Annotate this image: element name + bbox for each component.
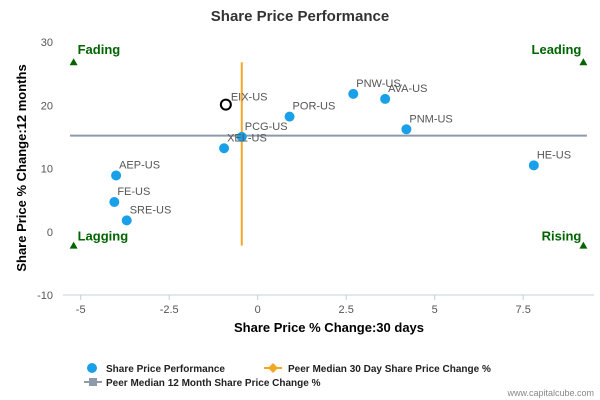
point-label: AVA-US — [388, 83, 427, 95]
scatter-point — [528, 160, 539, 171]
point-label: POR-US — [293, 101, 336, 113]
chart-title: Share Price Performance — [211, 8, 389, 25]
x-tick-label: -2.5 — [160, 304, 179, 316]
point-label: XEL-US — [227, 132, 267, 144]
plot-area: -5 -2.5 0 2.5 5 7.5 -10 0 10 20 30 Fading Leading Lag… — [37, 37, 594, 316]
scatter-point — [380, 93, 391, 104]
y-tick-label: 30 — [41, 37, 53, 49]
point-label: PCG-US — [245, 121, 288, 133]
quadrant-marker-leading — [579, 58, 588, 66]
legend: Share Price Performance Peer Median 30 D… — [84, 363, 491, 389]
point-label: FE-US — [117, 186, 150, 198]
legend-item-median-30d[interactable]: Peer Median 30 Day Share Price Change % — [264, 363, 491, 375]
credit-text: www.capitalcube.com — [506, 388, 594, 398]
y-axis-title: Share Price % Change:12 months — [14, 64, 29, 271]
x-axis-title: Share Price % Change:30 days — [234, 320, 424, 335]
scatter-point — [401, 124, 412, 135]
x-tick-label: 2.5 — [339, 304, 354, 316]
scatter-point — [348, 88, 359, 99]
y-tick-label: 10 — [41, 164, 53, 176]
legend-label-median-30d: Peer Median 30 Day Share Price Change % — [288, 364, 491, 375]
scatter-point — [236, 131, 247, 142]
legend-label-scatter: Share Price Performance — [106, 364, 225, 375]
legend-label-median-12m: Peer Median 12 Month Share Price Change … — [106, 378, 321, 389]
x-tick-label: 7.5 — [516, 304, 531, 316]
scatter-point — [284, 111, 295, 122]
legend-marker-median-12m — [89, 378, 97, 386]
quadrant-label-leading: Leading — [532, 42, 582, 57]
quadrant-marker-lagging — [69, 241, 78, 249]
point-label: PNM-US — [409, 113, 452, 125]
quadrant-label-fading: Fading — [78, 42, 121, 57]
legend-item-median-12m[interactable]: Peer Median 12 Month Share Price Change … — [84, 378, 321, 389]
quadrant-label-rising: Rising — [542, 229, 582, 244]
point-label: HE-US — [537, 149, 571, 161]
point-label: AEP-US — [119, 159, 160, 171]
x-tick-label: 0 — [255, 304, 261, 316]
y-tick-label: 20 — [41, 100, 53, 112]
y-tick-label: 0 — [47, 227, 53, 239]
scatter-point — [109, 197, 120, 208]
y-tick-label: -10 — [37, 290, 53, 302]
quadrant-marker-fading — [69, 58, 78, 66]
quadrant-label-lagging: Lagging — [78, 229, 129, 244]
highlight-point — [219, 98, 232, 111]
quadrant-marker-rising — [579, 241, 588, 249]
point-label: PNW-US — [356, 78, 400, 90]
legend-item-scatter[interactable]: Share Price Performance — [87, 363, 225, 375]
legend-marker-median-30d — [268, 363, 278, 373]
point-label: SRE-US — [130, 204, 172, 216]
scatter-point — [219, 143, 230, 154]
x-tick-label: -5 — [76, 304, 86, 316]
scatter-point — [121, 215, 132, 226]
highlight-label: EIX-US — [231, 92, 268, 104]
legend-marker-scatter — [87, 363, 97, 373]
x-tick-label: 5 — [432, 304, 438, 316]
scatter-point — [111, 170, 122, 181]
